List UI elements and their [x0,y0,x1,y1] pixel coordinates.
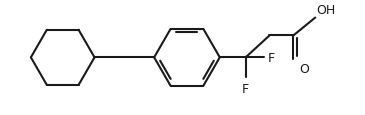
Text: F: F [268,51,274,64]
Text: O: O [299,63,309,76]
Text: F: F [242,82,249,95]
Text: OH: OH [316,4,335,16]
